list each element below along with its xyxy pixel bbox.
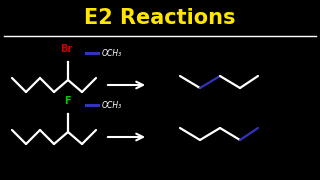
Text: F: F [64, 96, 70, 106]
Text: E2 Reactions: E2 Reactions [84, 8, 236, 28]
Text: OCH₃: OCH₃ [102, 48, 122, 57]
Text: Br: Br [60, 44, 72, 54]
Text: OCH₃: OCH₃ [102, 100, 122, 109]
